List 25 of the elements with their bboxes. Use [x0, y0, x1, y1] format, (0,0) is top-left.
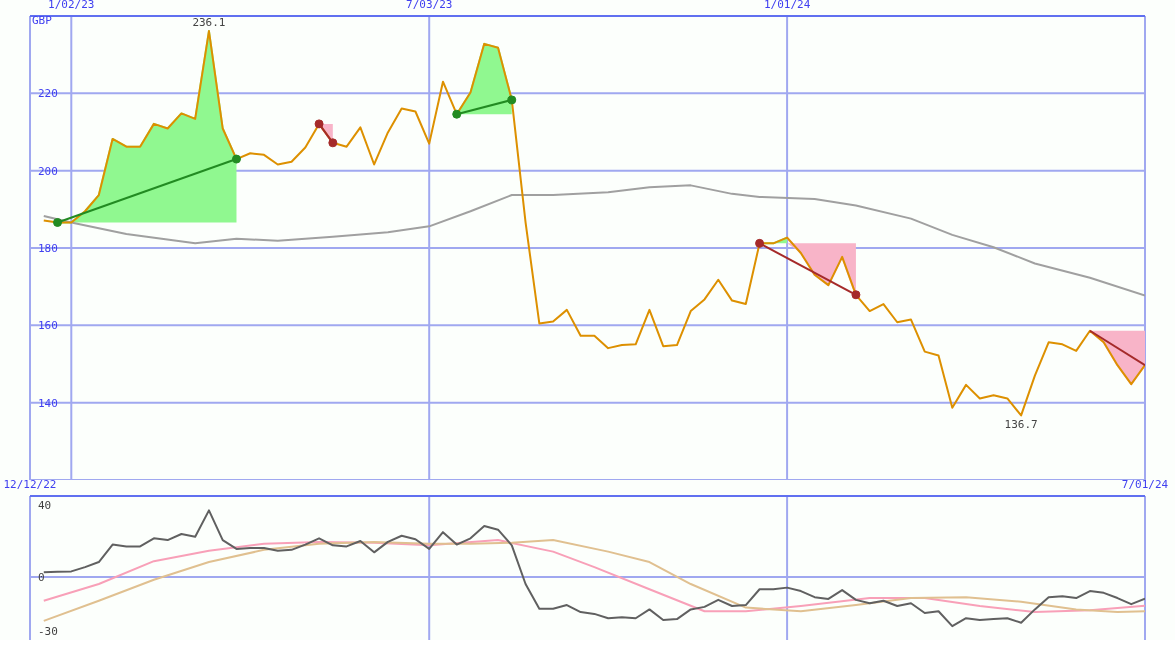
x-tick-label: 7/03/23	[406, 0, 453, 11]
y-tick-label: 220	[38, 87, 58, 101]
x-tick-label: 1/02/23	[48, 0, 95, 11]
x-tick-label: 12/12/22	[3, 478, 57, 491]
point	[328, 138, 338, 148]
y-tick-label: -30	[38, 624, 58, 638]
y-tick-label: 160	[38, 319, 58, 333]
point	[755, 238, 765, 248]
point	[231, 154, 241, 164]
line-series	[42, 509, 1145, 628]
y-axis-title: GBP	[32, 14, 52, 27]
point	[452, 109, 462, 119]
point	[851, 290, 861, 300]
y-tick-label: 40	[38, 498, 52, 512]
x-tick-label: 1/01/24	[763, 0, 811, 11]
x-tick-label: 7/01/24	[1121, 478, 1169, 491]
y-tick-label: 200	[38, 164, 58, 178]
y-tick-label: 0	[38, 570, 45, 584]
annotation: 236.1	[192, 16, 226, 30]
y-tick-label: 180	[38, 241, 58, 255]
annotation: 136.7	[1004, 418, 1038, 432]
y-tick-label: 140	[38, 396, 58, 410]
point	[507, 95, 517, 105]
point	[314, 119, 324, 129]
point	[53, 217, 63, 227]
